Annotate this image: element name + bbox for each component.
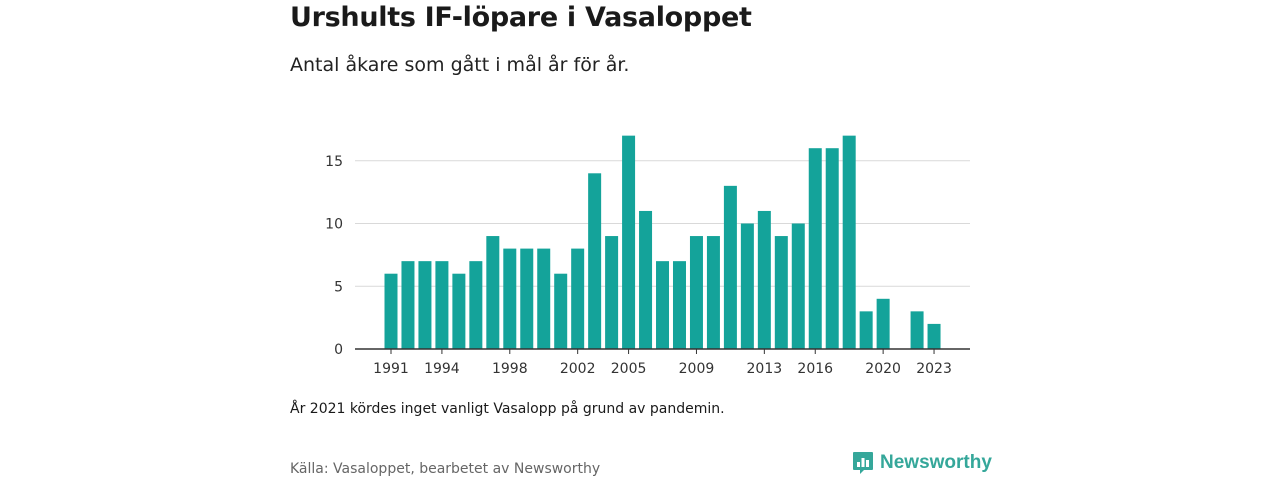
bar-2007 bbox=[656, 261, 670, 349]
bar-1999 bbox=[520, 248, 534, 349]
bar-2004 bbox=[605, 236, 619, 349]
bars bbox=[384, 135, 941, 349]
bar-2016 bbox=[808, 148, 822, 349]
bar-2014 bbox=[774, 236, 788, 349]
bar-2022 bbox=[910, 311, 924, 349]
footnote: År 2021 kördes inget vanligt Vasalopp på… bbox=[290, 401, 725, 417]
bar-1991 bbox=[384, 273, 398, 349]
bar-1996 bbox=[469, 261, 483, 349]
chart-title: Urshults IF-löpare i Vasaloppet bbox=[290, 2, 752, 33]
y-tick-label: 0 bbox=[334, 342, 343, 358]
bar-2000 bbox=[537, 248, 551, 349]
bar-2015 bbox=[791, 223, 805, 349]
x-tick-label: 2016 bbox=[797, 361, 833, 377]
bar-1993 bbox=[418, 261, 432, 349]
bar-2023 bbox=[927, 323, 941, 349]
bar-2003 bbox=[588, 173, 602, 349]
x-tick-label: 2023 bbox=[916, 361, 952, 377]
bar-2002 bbox=[571, 248, 585, 349]
bar-2012 bbox=[740, 223, 754, 349]
brand-name: Newsworthy bbox=[880, 452, 992, 473]
bar-2009 bbox=[689, 236, 703, 349]
bar-2018 bbox=[842, 135, 856, 349]
x-tick-label: 1994 bbox=[424, 361, 460, 377]
bar-2020 bbox=[876, 298, 890, 349]
x-tick-label: 1991 bbox=[373, 361, 409, 377]
bar-2019 bbox=[859, 311, 873, 349]
x-tick-label: 2005 bbox=[611, 361, 647, 377]
bar-1994 bbox=[435, 261, 449, 349]
x-axis-ticks: 1991 1994 1998 2002 2005 2009 2013 2016 2020 2023 bbox=[373, 349, 952, 377]
bar-1997 bbox=[486, 236, 500, 349]
bar-2010 bbox=[706, 236, 720, 349]
bar-1992 bbox=[401, 261, 415, 349]
y-tick-label: 5 bbox=[334, 279, 343, 295]
bar-chart: 0 5 10 15 1991 1994 1998 2002 2005 2009 2013 2016 2… bbox=[325, 135, 970, 377]
brand-logo: Newsworthy bbox=[852, 451, 992, 475]
bar-2001 bbox=[554, 273, 568, 349]
y-tick-label: 15 bbox=[325, 154, 343, 170]
bar-2005 bbox=[622, 135, 636, 349]
source-credit: Källa: Vasaloppet, bearbetet av Newswort… bbox=[290, 461, 601, 477]
bar-1995 bbox=[452, 273, 466, 349]
y-tick-label: 10 bbox=[325, 217, 343, 233]
y-axis-ticks: 0 5 10 15 bbox=[325, 154, 343, 358]
bar-2006 bbox=[639, 210, 653, 349]
x-tick-label: 1998 bbox=[492, 361, 528, 377]
x-tick-label: 2009 bbox=[679, 361, 715, 377]
newsworthy-logo-icon bbox=[853, 452, 873, 474]
bar-2013 bbox=[757, 210, 771, 349]
bar-2011 bbox=[723, 185, 737, 349]
bar-2008 bbox=[672, 261, 686, 349]
chart-subtitle: Antal åkare som gått i mål år för år. bbox=[290, 54, 630, 76]
bar-2017 bbox=[825, 148, 839, 349]
x-tick-label: 2002 bbox=[560, 361, 596, 377]
x-tick-label: 2013 bbox=[747, 361, 783, 377]
bar-1998 bbox=[503, 248, 517, 349]
x-tick-label: 2020 bbox=[865, 361, 901, 377]
